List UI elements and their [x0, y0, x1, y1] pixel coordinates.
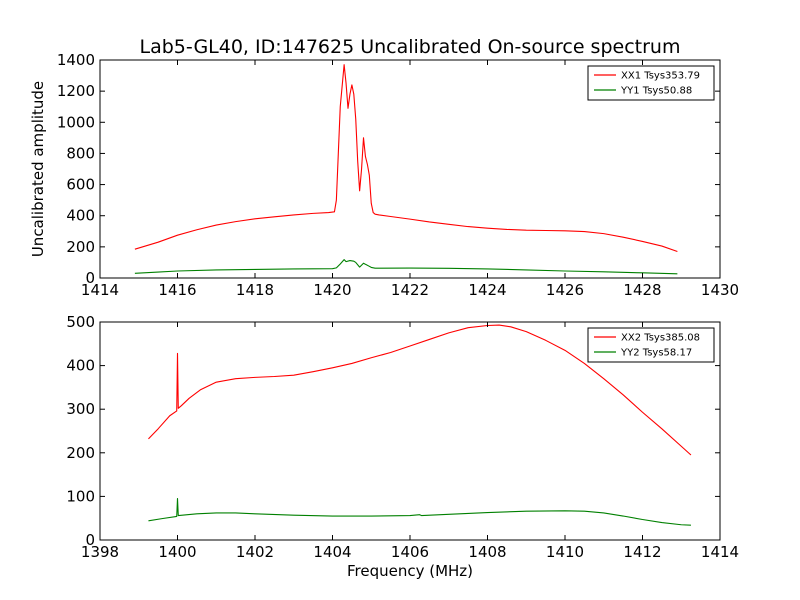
- legend-label: YY2 Tsys58.17: [620, 348, 692, 359]
- y-tick-label: 1000: [57, 113, 95, 131]
- x-tick-label: 1400: [158, 543, 196, 561]
- x-tick-label: 1402: [236, 543, 274, 561]
- x-tick-label: 1428: [623, 281, 661, 299]
- series-line-xx2: [148, 324, 692, 456]
- series-line-xx1: [134, 64, 678, 253]
- y-tick-label: 0: [85, 269, 95, 287]
- x-tick-label: 1414: [701, 543, 739, 561]
- x-tick-label: 1416: [158, 281, 196, 299]
- x-tick-label: 1426: [546, 281, 584, 299]
- y-tick-label: 200: [66, 444, 95, 462]
- x-axis-label: Frequency (MHz): [347, 562, 473, 580]
- legend-box: [587, 327, 715, 363]
- series-line-yy2: [148, 498, 691, 526]
- series-line-yy1: [134, 259, 678, 275]
- y-tick-label: 1200: [57, 82, 95, 100]
- x-tick-label: 1406: [391, 543, 429, 561]
- x-tick-label: 1412: [623, 543, 661, 561]
- x-tick-label: 1398: [81, 543, 119, 561]
- chart-bottom: 1398 1400 1402 1404 1406 1408 1410 1412 1414 0 100…: [66, 313, 739, 580]
- x-tick-label: 1410: [546, 543, 584, 561]
- legend-label: XX1 Tsys353.79: [621, 71, 700, 82]
- legend-top: XX1 Tsys353.79 YY1 Tsys50.88: [587, 65, 715, 101]
- y-tick-label: 200: [66, 238, 95, 256]
- y-tick-label: 400: [66, 357, 95, 375]
- x-tick-label: 1424: [468, 281, 506, 299]
- y-tick-label: 800: [66, 144, 95, 162]
- legend-bottom: XX2 Tsys385.08 YY2 Tsys58.17: [587, 327, 715, 363]
- x-tick-label: 1422: [391, 281, 429, 299]
- y-tick-label: 300: [66, 400, 95, 418]
- y-tick-label: 100: [66, 487, 95, 505]
- legend-label: XX2 Tsys385.08: [621, 333, 700, 344]
- legend-box: [587, 65, 715, 101]
- chart-top: 1414 1416 1418 1420 1422 1424 1426 1428 1430 0 200…: [29, 51, 739, 299]
- x-tick-label: 1404: [313, 543, 351, 561]
- y-tick-label: 0: [85, 531, 95, 549]
- y-tick-label: 1400: [57, 51, 95, 69]
- x-tick-label: 1418: [236, 281, 274, 299]
- y-tick-label: 400: [66, 207, 95, 225]
- x-tick-label: 1408: [468, 543, 506, 561]
- x-tick-label: 1420: [313, 281, 351, 299]
- y-tick-label: 600: [66, 176, 95, 194]
- x-tick-label: 1430: [701, 281, 739, 299]
- figure-title: Lab5-GL40, ID:147625 Uncalibrated On-sou…: [140, 36, 681, 58]
- legend-label: YY1 Tsys50.88: [620, 86, 692, 97]
- y-axis-label: Uncalibrated amplitude: [29, 81, 47, 257]
- y-tick-label: 500: [66, 313, 95, 331]
- x-tick-label: 1414: [81, 281, 119, 299]
